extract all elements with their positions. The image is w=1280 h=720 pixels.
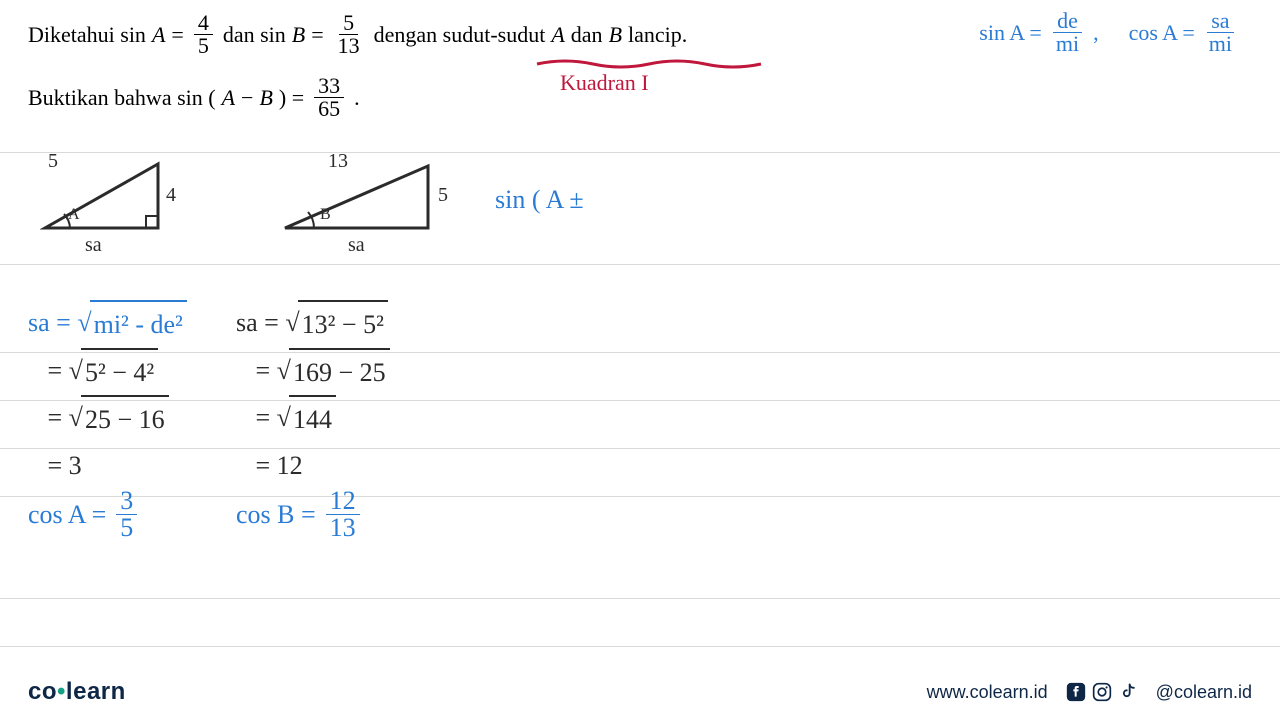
logo: co•learn (28, 678, 126, 706)
fraction: 4 5 (194, 12, 213, 57)
sqrt-body: 25 − 16 (81, 395, 169, 443)
ruled-line (0, 496, 1280, 497)
denominator: 13 (334, 35, 364, 57)
denominator: 5 (194, 35, 213, 57)
angle-label: B (320, 206, 331, 224)
instagram-icon (1092, 682, 1112, 702)
minus: − (241, 81, 253, 114)
denominator: 5 (116, 515, 137, 541)
numerator: 4 (194, 12, 213, 35)
opp-label: 5 (438, 184, 448, 207)
numerator: 33 (314, 75, 344, 98)
annotation-sin-cos-defs: sin A = de mi , cos A = sa mi (979, 10, 1240, 55)
triangle-diagrams: 5 4 A sa 13 5 B sa (30, 156, 430, 261)
base-label: sa (85, 234, 102, 257)
ruled-line (0, 264, 1280, 265)
denominator: 65 (314, 98, 344, 120)
sinA-lhs: sin A = (979, 20, 1042, 46)
cos-lhs: cos B = (236, 492, 316, 538)
footer-url: www.colearn.id (927, 682, 1048, 703)
text: lancip. (628, 18, 687, 51)
work-line-cos: cos B = 12 13 (236, 488, 390, 541)
social-icons (1066, 682, 1138, 702)
work-line: = √25 − 16 (28, 395, 187, 443)
var-B: B (292, 18, 305, 51)
logo-dot-icon: • (57, 678, 66, 705)
ruled-line (0, 352, 1280, 353)
work-column-right: sa = √13² − 5² = √169 − 25 = √144 = 12 c… (236, 300, 390, 541)
work-line: = √169 − 25 (236, 348, 390, 396)
angle-label: A (68, 206, 80, 224)
var-A: A (152, 18, 165, 51)
result: = 12 (256, 451, 303, 480)
var-B: B (259, 81, 272, 114)
work-line: sa = √13² − 5² (236, 300, 390, 348)
fraction: de mi (1052, 10, 1083, 55)
cosA-lhs: cos A = (1129, 20, 1195, 46)
sqrt-body: 5² − 4² (81, 348, 158, 396)
sqrt-body: 144 (289, 395, 336, 443)
eq: = (171, 18, 183, 51)
numerator: 3 (116, 488, 137, 515)
annotation-kuadran: Kuadran I (560, 70, 649, 96)
ruled-line (0, 400, 1280, 401)
fraction: 5 13 (334, 12, 364, 57)
ruled-line (0, 152, 1280, 153)
fraction: sa mi (1205, 10, 1236, 55)
text: dan (571, 18, 603, 51)
tiktok-icon (1118, 682, 1138, 702)
lhs: sa = (236, 308, 279, 337)
ruled-line (0, 448, 1280, 449)
var-A: A (551, 18, 564, 51)
text: Diketahui sin (28, 18, 146, 51)
sqrt-body: 169 − 25 (289, 348, 390, 396)
text: dengan sudut-sudut (374, 18, 546, 51)
work-line-cos: cos A = 3 5 (28, 488, 187, 541)
work-line: = 12 (236, 443, 390, 489)
work-line: = 3 (28, 443, 187, 489)
comma: , (1093, 20, 1099, 46)
sqrt-body: mi² - de² (90, 300, 187, 348)
triangle-A: 5 4 A sa (30, 156, 180, 261)
formula-sin-partial: sin ( A ± (495, 185, 584, 215)
triangle-B: 13 5 B sa (280, 156, 430, 261)
ruled-line (0, 646, 1280, 647)
footer: co•learn www.colearn.id @colearn.id (28, 678, 1252, 706)
denominator: mi (1052, 33, 1083, 55)
text: Buktikan bahwa sin ( (28, 81, 216, 114)
work-line: = √144 (236, 395, 390, 443)
denominator: 13 (326, 515, 360, 541)
lhs: sa = (28, 308, 71, 337)
var-B: B (609, 18, 622, 51)
facebook-icon (1066, 682, 1086, 702)
base-label: sa (348, 234, 365, 257)
numerator: 5 (339, 12, 358, 35)
result: = 3 (48, 451, 82, 480)
fraction: 33 65 (314, 75, 344, 120)
sqrt-body: 13² − 5² (298, 300, 388, 348)
text: dan sin (223, 18, 286, 51)
ruled-line (0, 598, 1280, 599)
opp-label: 4 (166, 184, 176, 207)
work-line: = √5² − 4² (28, 348, 187, 396)
footer-handle: @colearn.id (1156, 682, 1252, 703)
numerator: de (1053, 10, 1082, 33)
text: . (354, 81, 360, 114)
eq: = (311, 18, 323, 51)
denominator: mi (1205, 33, 1236, 55)
work-line: sa = √mi² - de² (28, 300, 187, 348)
numerator: sa (1207, 10, 1233, 33)
var-A: A (222, 81, 235, 114)
cos-lhs: cos A = (28, 492, 106, 538)
logo-right: learn (66, 678, 126, 705)
text: ) = (279, 81, 304, 114)
logo-left: co (28, 678, 57, 705)
numerator: 12 (326, 488, 360, 515)
hyp-label: 5 (48, 150, 58, 173)
work-column-left: sa = √mi² - de² = √5² − 4² = √25 − 16 = … (28, 300, 187, 541)
hyp-label: 13 (328, 150, 348, 173)
footer-right: www.colearn.id @colearn.id (927, 682, 1252, 703)
